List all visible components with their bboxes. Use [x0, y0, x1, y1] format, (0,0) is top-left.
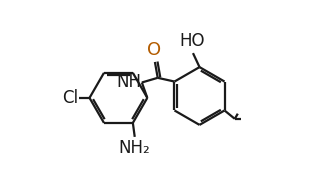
Text: Cl: Cl	[62, 89, 78, 107]
Text: NH₂: NH₂	[119, 139, 151, 157]
Text: HO: HO	[179, 32, 205, 50]
Text: O: O	[147, 41, 161, 59]
Text: NH: NH	[116, 73, 141, 91]
